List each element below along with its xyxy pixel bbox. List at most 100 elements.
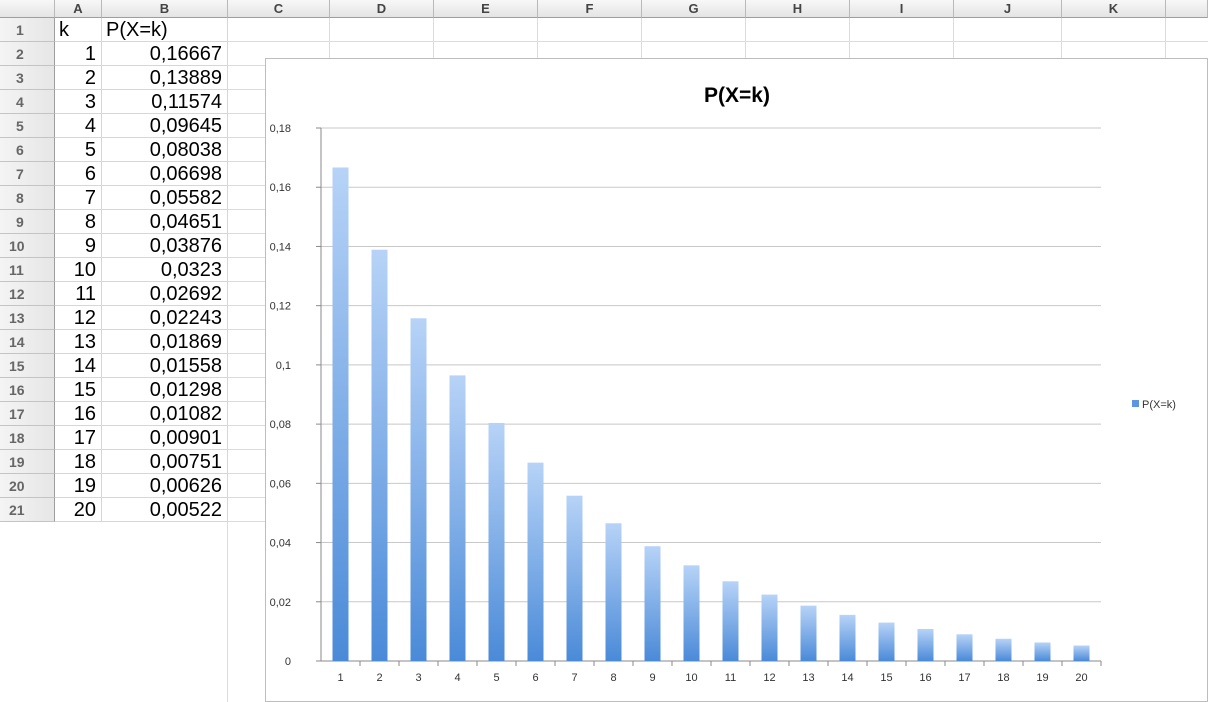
cell-b16[interactable]: 0,01298: [102, 378, 228, 402]
bar-7: [566, 495, 583, 661]
row-header-5[interactable]: 5: [0, 114, 55, 138]
bar-9: [644, 546, 661, 661]
cell-b17[interactable]: 0,01082: [102, 402, 228, 426]
row-header-1[interactable]: 1: [0, 18, 55, 42]
cell-b21[interactable]: 0,00522: [102, 498, 228, 522]
cell-a21[interactable]: 20: [55, 498, 102, 522]
column-header-h[interactable]: H: [746, 0, 850, 18]
bar-3: [410, 318, 427, 661]
row-header-9[interactable]: 9: [0, 210, 55, 234]
row-header-8[interactable]: 8: [0, 186, 55, 210]
column-header-a[interactable]: A: [55, 0, 102, 18]
row-header-2[interactable]: 2: [0, 42, 55, 66]
cell-b15[interactable]: 0,01558: [102, 354, 228, 378]
cell-a16[interactable]: 15: [55, 378, 102, 402]
cell-a18[interactable]: 17: [55, 426, 102, 450]
cell-b6[interactable]: 0,08038: [102, 138, 228, 162]
column-header-c[interactable]: C: [228, 0, 330, 18]
chart-p-x-k[interactable]: P(X=k) 0 0,02 0,04 0,06 0,08 0,1 0,12 0,14 0,16 0,…: [265, 58, 1208, 702]
column-header-j[interactable]: J: [954, 0, 1062, 18]
y-tick-label: 0,08: [270, 419, 291, 431]
column-header-blank: [1166, 0, 1208, 18]
column-header-k[interactable]: K: [1062, 0, 1166, 18]
row-header-6[interactable]: 6: [0, 138, 55, 162]
row-header-12[interactable]: 12: [0, 282, 55, 306]
cell-b3[interactable]: 0,13889: [102, 66, 228, 90]
cell-a5[interactable]: 4: [55, 114, 102, 138]
cell-a9[interactable]: 8: [55, 210, 102, 234]
cell-b14[interactable]: 0,01869: [102, 330, 228, 354]
column-header-e[interactable]: E: [434, 0, 538, 18]
x-tick-label: 3: [415, 672, 421, 684]
cell-a19[interactable]: 18: [55, 450, 102, 474]
cell-a7[interactable]: 6: [55, 162, 102, 186]
cell-a4[interactable]: 3: [55, 90, 102, 114]
column-header-g[interactable]: G: [642, 0, 746, 18]
bar-10: [683, 565, 700, 661]
x-tick-label: 13: [802, 672, 814, 684]
row-header-7[interactable]: 7: [0, 162, 55, 186]
legend-swatch: [1132, 400, 1139, 407]
cell-a13[interactable]: 12: [55, 306, 102, 330]
row-header-15[interactable]: 15: [0, 354, 55, 378]
chart-svg: P(X=k) 0 0,02 0,04 0,06 0,08 0,1 0,12 0,14 0,16 0,…: [270, 84, 1176, 684]
row-header-3[interactable]: 3: [0, 66, 55, 90]
bar-14: [839, 614, 856, 661]
cell-a12[interactable]: 11: [55, 282, 102, 306]
row-header-19[interactable]: 19: [0, 450, 55, 474]
cell-b2[interactable]: 0,16667: [102, 42, 228, 66]
cell-b20[interactable]: 0,00626: [102, 474, 228, 498]
row-header-11[interactable]: 11: [0, 258, 55, 282]
column-header-i[interactable]: I: [850, 0, 954, 18]
row-header-4[interactable]: 4: [0, 90, 55, 114]
x-tick-label: 10: [685, 672, 697, 684]
legend-label: P(X=k): [1142, 399, 1176, 411]
cell-a11[interactable]: 10: [55, 258, 102, 282]
cell-b13[interactable]: 0,02243: [102, 306, 228, 330]
column-header-b[interactable]: B: [102, 0, 228, 18]
cell-a14[interactable]: 13: [55, 330, 102, 354]
select-all-corner[interactable]: [0, 0, 55, 18]
x-tick-label: 5: [493, 672, 499, 684]
row-header-20[interactable]: 20: [0, 474, 55, 498]
cell-a6[interactable]: 5: [55, 138, 102, 162]
y-tick-label: 0,14: [270, 241, 291, 253]
row-header-21[interactable]: 21: [0, 498, 55, 522]
cell-b12[interactable]: 0,02692: [102, 282, 228, 306]
x-tick-label: 14: [841, 672, 853, 684]
cell-a20[interactable]: 19: [55, 474, 102, 498]
row-header-18[interactable]: 18: [0, 426, 55, 450]
cell-a2[interactable]: 1: [55, 42, 102, 66]
cell-a1[interactable]: k: [55, 18, 102, 42]
row-header-14[interactable]: 14: [0, 330, 55, 354]
cell-b19[interactable]: 0,00751: [102, 450, 228, 474]
row-header-16[interactable]: 16: [0, 378, 55, 402]
column-header-f[interactable]: F: [538, 0, 642, 18]
cell-b4[interactable]: 0,11574: [102, 90, 228, 114]
cell-b11[interactable]: 0,0323: [102, 258, 228, 282]
cell-b7[interactable]: 0,06698: [102, 162, 228, 186]
gridline: [228, 41, 1208, 42]
cell-b18[interactable]: 0,00901: [102, 426, 228, 450]
cell-b10[interactable]: 0,03876: [102, 234, 228, 258]
row-header-17[interactable]: 17: [0, 402, 55, 426]
column-header-d[interactable]: D: [330, 0, 434, 18]
bar-17: [956, 634, 973, 661]
bar-11: [722, 581, 739, 661]
bar-1: [332, 167, 349, 661]
cell-a17[interactable]: 16: [55, 402, 102, 426]
row-header-10[interactable]: 10: [0, 234, 55, 258]
x-tick-label: 12: [763, 672, 775, 684]
cell-b5[interactable]: 0,09645: [102, 114, 228, 138]
bar-18: [995, 638, 1012, 661]
cell-a10[interactable]: 9: [55, 234, 102, 258]
cell-a15[interactable]: 14: [55, 354, 102, 378]
cell-a3[interactable]: 2: [55, 66, 102, 90]
row-header-13[interactable]: 13: [0, 306, 55, 330]
bar-13: [800, 605, 817, 661]
cell-b8[interactable]: 0,05582: [102, 186, 228, 210]
cell-b1[interactable]: P(X=k): [102, 18, 228, 42]
cell-a8[interactable]: 7: [55, 186, 102, 210]
cell-b9[interactable]: 0,04651: [102, 210, 228, 234]
